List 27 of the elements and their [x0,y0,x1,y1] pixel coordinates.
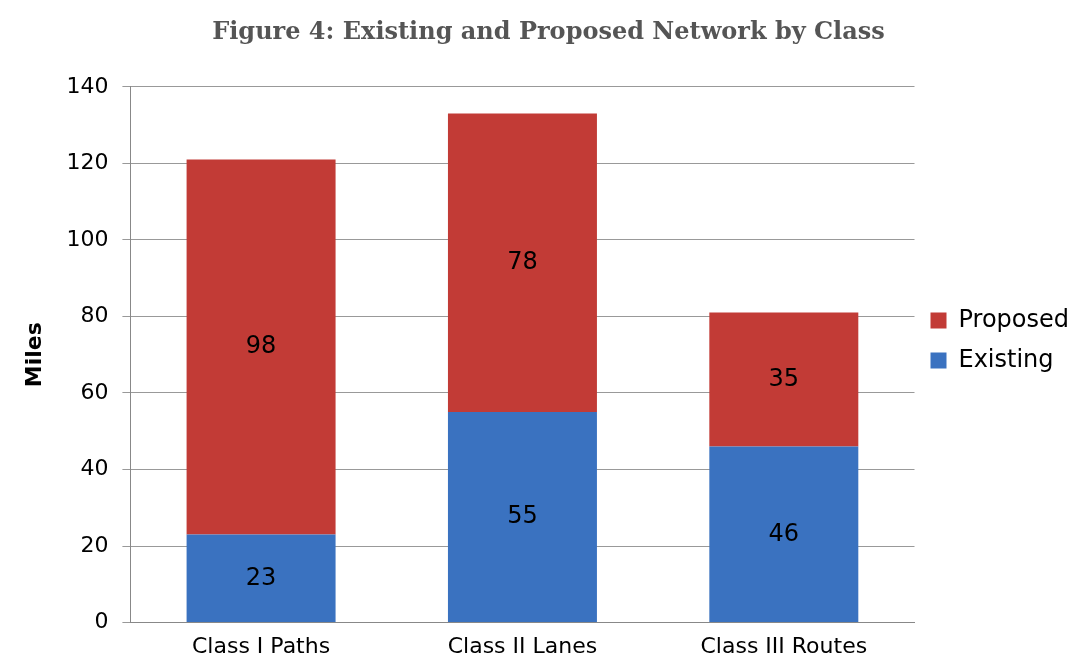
legend-label: Proposed [958,304,1069,333]
y-tick-label: 40 [80,455,109,481]
legend-label: Existing [958,344,1054,373]
bar [709,312,859,447]
y-tick-label: 80 [80,302,109,328]
x-tick-label: Class III Routes [700,632,868,658]
bar [447,113,597,413]
data-label: 23 [245,562,277,591]
chart-title: Figure 4: Existing and Proposed Network by Class [212,15,885,45]
bar [447,412,597,623]
data-label: 35 [768,363,800,392]
data-label: 46 [768,518,800,547]
y-tick-label: 60 [80,378,109,404]
y-tick-label: 140 [66,72,109,98]
y-tick-label: 20 [80,531,109,557]
y-tick-label: 100 [66,225,109,251]
x-tick-label: Class II Lanes [447,632,598,658]
data-label: 55 [507,501,538,530]
y-tick-label: 120 [66,149,109,175]
bar [186,534,336,623]
y-axis-title: Miles [20,322,46,388]
x-tick-label: Class I Paths [192,632,331,658]
y-tick-label: 0 [94,608,109,634]
data-label: 98 [245,331,277,360]
data-label: 78 [507,247,538,276]
bar [709,446,859,623]
bar [186,159,336,535]
